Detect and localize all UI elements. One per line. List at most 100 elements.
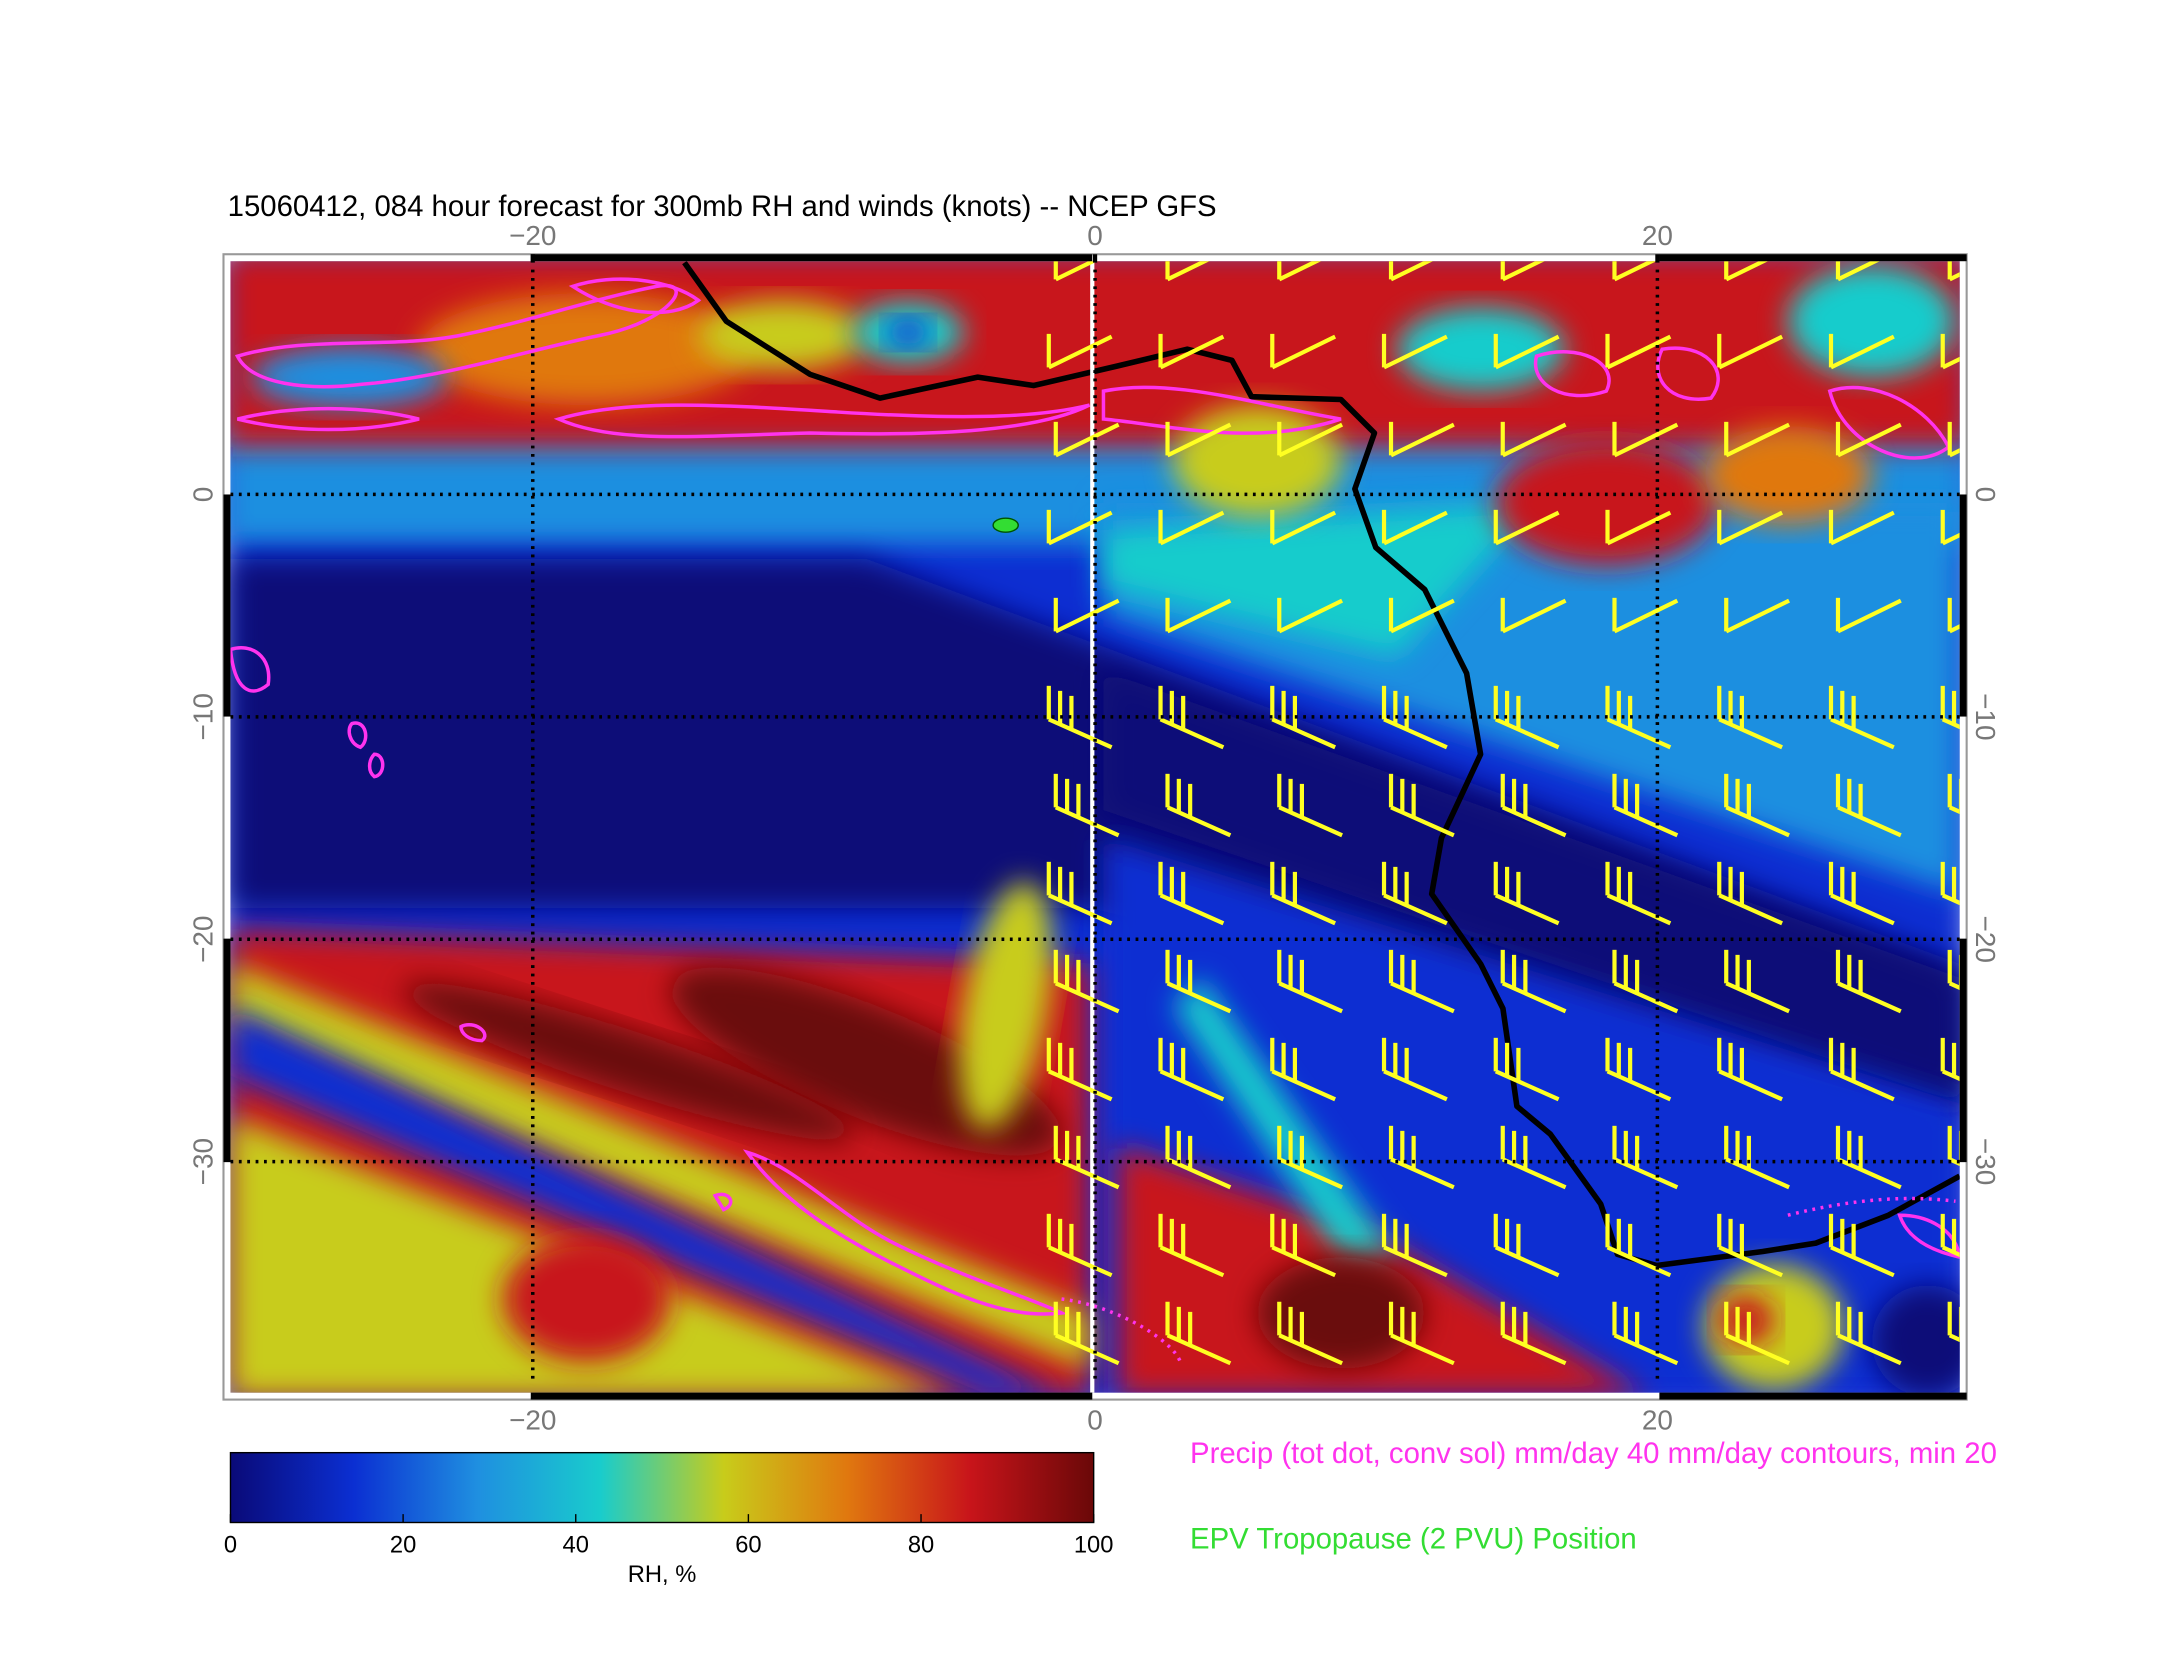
wind-barb [1830, 334, 1895, 370]
field-patch [230, 1117, 940, 1393]
field-patch [1494, 440, 1719, 566]
wind-barb [1613, 598, 1679, 634]
x-tick-label-bottom: 0 [1087, 1404, 1103, 1435]
frame-bar [223, 938, 231, 1163]
frame-bar [1659, 254, 1967, 262]
legend-precip: Precip (tot dot, conv sol) mm/day 40 mm/… [1190, 1437, 1997, 1470]
colorbar-ticks: 0 20 40 60 80 100 [224, 1514, 1114, 1559]
wind-barbs [1046, 261, 1960, 1366]
wind-barb [1837, 261, 1880, 282]
wind-barb [1166, 422, 1232, 458]
wind-barb [1166, 261, 1210, 282]
wind-barb [1159, 334, 1225, 370]
wind-barb [1271, 510, 1337, 546]
colorbar-tick-label: 80 [908, 1533, 934, 1559]
wind-barb [1501, 598, 1567, 634]
precip-dots [1061, 1196, 1956, 1363]
y-tick-label-right: 0 [1970, 487, 2001, 503]
wind-barb [1837, 598, 1902, 634]
wind-barb [1047, 510, 1113, 546]
wind-barb [1383, 510, 1448, 546]
frame-bar [1959, 494, 1967, 717]
colorbar-tick-label: 40 [563, 1533, 589, 1559]
colorbar-tick-label: 20 [390, 1533, 416, 1559]
field-patch [230, 963, 1090, 1369]
precip-contours [230, 277, 1960, 1316]
wind-barb [1501, 422, 1567, 458]
wind-barb [1159, 510, 1225, 546]
wind-barb [1278, 598, 1344, 634]
x-tick-label-bottom: −20 [509, 1404, 556, 1435]
field-patch [502, 1236, 671, 1362]
wind-barb [1725, 422, 1791, 458]
wind-barb [1383, 334, 1448, 370]
wind-barb [1941, 532, 1960, 546]
wind-barb [1494, 510, 1560, 546]
field-patch [402, 982, 855, 1141]
colorbar-tick-label: 100 [1074, 1533, 1114, 1559]
wind-barb [1054, 598, 1120, 634]
colorbar [229, 1451, 1095, 1524]
y-tick-label-left: −20 [188, 916, 219, 963]
wind-barb [1613, 261, 1657, 282]
frame-bar [1659, 1392, 1967, 1400]
wind-barb [1725, 261, 1769, 282]
field-patch [1871, 1285, 1960, 1393]
wind-barb [1047, 334, 1113, 370]
map-title: 15060412, 084 hour forecast for 300mb RH… [228, 190, 1217, 223]
field-patch [958, 881, 1053, 1130]
field-patch [1787, 265, 1956, 378]
y-tick-label-right: −30 [1970, 1138, 2001, 1185]
y-tick-label-right: −20 [1970, 916, 2001, 963]
field-patch [1103, 670, 1960, 1104]
wind-barb [1278, 422, 1344, 458]
field-patch [670, 967, 1062, 1156]
wind-barb [1390, 261, 1433, 282]
wind-barb [1494, 334, 1560, 370]
field-patch [1257, 1257, 1425, 1369]
wind-barb [1278, 261, 1322, 282]
y-tick-label-right: −10 [1970, 693, 2001, 740]
x-tick-label-top: −20 [509, 220, 556, 251]
field-patch [1173, 405, 1341, 517]
field-patch [698, 300, 866, 371]
wind-barb [1830, 510, 1895, 546]
frame-bar [1959, 938, 1967, 1163]
field-patch [1704, 1264, 1844, 1390]
legend-tropopause: EPV Tropopause (2 PVU) Position [1190, 1522, 1637, 1555]
colorbar-tick-label: 0 [224, 1533, 237, 1559]
wind-barb [1501, 261, 1545, 282]
frame-bar [530, 254, 1093, 262]
wind-barb [1725, 598, 1791, 634]
wind-barb [1606, 334, 1672, 370]
wind-barb [1941, 356, 1960, 370]
field-patch [251, 346, 447, 408]
wind-barb [1166, 598, 1232, 634]
tropopause-contour [992, 517, 1019, 533]
wind-barb [1390, 422, 1455, 458]
x-tick-label-top: 20 [1642, 220, 1673, 251]
frame-bar [530, 1392, 1093, 1400]
colorbar-label: RH, % [628, 1562, 697, 1588]
y-tick-label-left: −10 [188, 693, 219, 740]
field-patch [1103, 502, 1537, 657]
y-tick-label-left: −30 [188, 1138, 219, 1185]
x-tick-label-top: 0 [1087, 220, 1103, 251]
wind-barb [1718, 334, 1784, 370]
frame-bar [223, 494, 231, 717]
wind-barb [1054, 261, 1098, 282]
field-patch [1718, 1294, 1774, 1346]
field-patch [419, 293, 755, 406]
field-patch [1704, 426, 1872, 524]
field-patch [1396, 307, 1565, 392]
wind-barb [1613, 422, 1679, 458]
wind-barb [1271, 334, 1337, 370]
wind-barb [1837, 422, 1902, 458]
y-tick-label-left: 0 [188, 487, 219, 503]
wind-barb [1390, 598, 1455, 634]
colorbar-tick-label: 60 [735, 1533, 761, 1559]
field-patch [230, 1005, 1053, 1393]
x-tick-label-bottom: 20 [1642, 1404, 1673, 1435]
overlays [230, 261, 1960, 1393]
